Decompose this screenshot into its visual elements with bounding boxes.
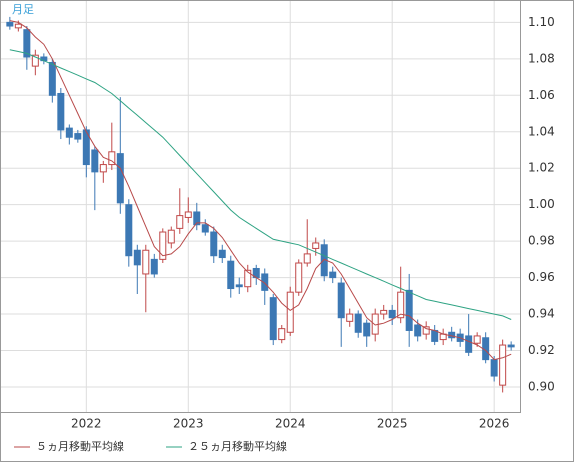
x-tick-label: 2026 [479,417,510,431]
candle-body [346,313,354,322]
candle-body [176,215,184,229]
chart-label: 月足 [12,3,34,16]
candle-body [261,273,269,291]
ma-line [9,20,512,361]
candle-body [99,164,107,173]
candle-body [218,249,226,259]
candle-body [269,297,277,341]
candle-body [337,282,345,319]
candle-body [278,328,286,341]
candle-body [295,262,303,293]
candle-body [150,258,158,275]
plot-border [0,0,521,413]
y-tick-label: 0.98 [528,234,555,248]
candle-body [235,284,243,288]
y-tick-label: 1.04 [528,124,555,138]
candle-body [303,253,311,264]
candle-body [286,291,294,333]
candle-body [184,211,192,218]
candle-body [414,324,422,337]
candle-body [193,211,201,226]
candle-body [329,271,337,279]
candle-body [499,344,507,386]
candle-body [142,249,150,275]
candle-body [388,309,396,319]
candle-body [354,313,362,333]
y-tick-label: 1.08 [528,51,555,65]
candle-body [422,326,430,335]
candle-body [91,149,99,173]
candle-body [133,249,141,266]
candle-body [82,129,90,166]
x-tick-label: 2023 [173,417,204,431]
y-tick-label: 1.02 [528,161,555,175]
candle-body [74,133,82,140]
candle-body [473,335,481,344]
candle-body [125,204,133,257]
candle-body [405,289,413,331]
y-tick-label: 1.10 [528,15,555,29]
y-tick-label: 0.96 [528,270,555,284]
candle-body [431,329,439,342]
y-tick-label: 0.92 [528,343,555,357]
x-tick-label: 2022 [71,417,102,431]
candle-body [167,229,175,244]
candle-body [57,92,65,131]
candle-body [14,23,22,29]
x-tick-label: 2024 [275,417,306,431]
ma-line [9,49,512,320]
candle-body [465,335,473,353]
candle-body [31,54,39,67]
y-tick-label: 1.06 [528,88,555,102]
candle-body [507,344,515,348]
candle-body [227,260,235,290]
candle-body [108,151,116,166]
candle-body [312,242,320,249]
candle-body [65,127,73,138]
candle-body [244,269,252,288]
candle-body [23,29,31,58]
candle-body [159,231,167,260]
legend-label: ５ヵ月移動平均線 [36,439,124,453]
y-tick-label: 0.90 [528,379,555,393]
marks [6,16,515,393]
candle-body [397,291,405,319]
candle-body [6,21,14,27]
legend-label: ２５ヵ月移動平均線 [188,439,287,453]
candle-body [201,224,209,233]
candle-body [48,61,56,96]
candle-body [116,153,124,204]
grid [0,0,521,413]
x-tick-label: 2025 [377,417,408,431]
candle-body [380,309,388,315]
y-tick-label: 0.94 [528,307,555,321]
y-tick-label: 1.00 [528,197,555,211]
candle-body [210,231,218,257]
candle-body [490,359,498,377]
candle-body [363,322,371,337]
